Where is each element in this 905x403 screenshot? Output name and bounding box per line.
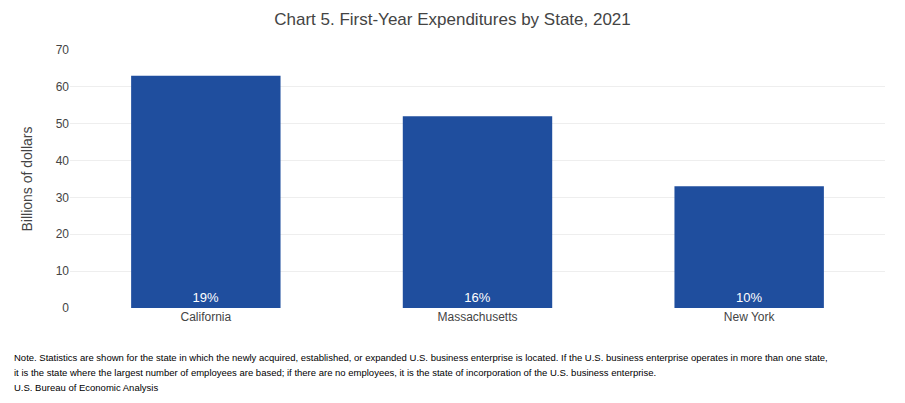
svg-text:19%: 19% — [193, 290, 219, 305]
svg-text:U.S. Bureau of Economic Analys: U.S. Bureau of Economic Analysis — [14, 382, 158, 393]
svg-text:Massachusetts: Massachusetts — [437, 310, 517, 324]
svg-text:10%: 10% — [736, 290, 762, 305]
svg-text:California: California — [180, 310, 231, 324]
svg-text:Chart 5. First-Year Expenditur: Chart 5. First-Year Expenditures by Stat… — [274, 10, 631, 29]
svg-text:New York: New York — [724, 310, 776, 324]
svg-text:60: 60 — [56, 80, 70, 94]
svg-text:Billions of dollars: Billions of dollars — [19, 126, 35, 231]
svg-text:Note. Statistics are shown for: Note. Statistics are shown for the state… — [14, 352, 828, 363]
svg-text:10: 10 — [56, 264, 70, 278]
svg-text:16%: 16% — [464, 290, 490, 305]
svg-text:70: 70 — [56, 43, 70, 57]
svg-text:0: 0 — [62, 301, 69, 315]
svg-text:30: 30 — [56, 191, 70, 205]
svg-text:40: 40 — [56, 154, 70, 168]
svg-text:20: 20 — [56, 227, 70, 241]
svg-text:50: 50 — [56, 117, 70, 131]
svg-text:it is the state where the larg: it is the state where the largest number… — [14, 367, 656, 378]
